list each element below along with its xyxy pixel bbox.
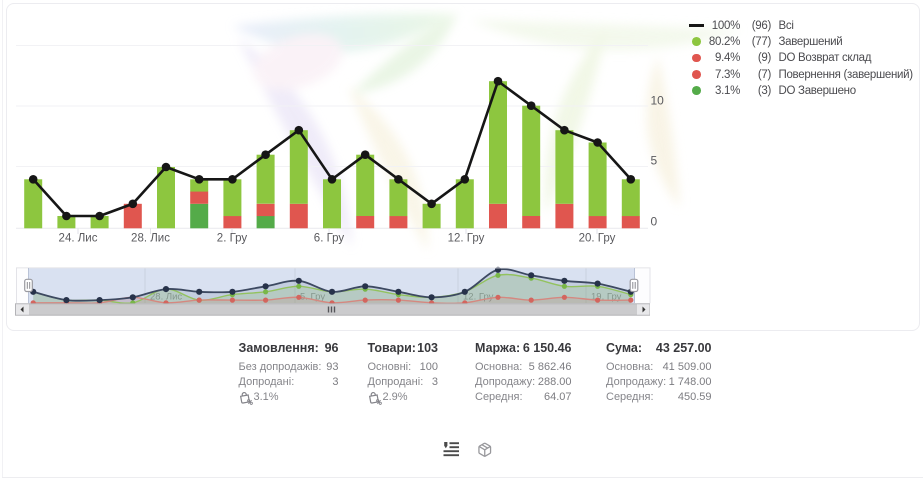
svg-text:24. Лис: 24. Лис: [59, 233, 98, 245]
svg-text:12. Гру: 12. Гру: [448, 233, 485, 245]
svg-text:12. Гру: 12. Гру: [463, 292, 494, 303]
svg-text:0: 0: [651, 215, 658, 229]
svg-text:5: 5: [651, 154, 658, 168]
svg-text:2. Гру: 2. Гру: [217, 233, 248, 245]
svg-text:10: 10: [651, 94, 665, 108]
svg-text:20. Гру: 20. Гру: [579, 233, 616, 245]
svg-text:5. Гру: 5. Гру: [300, 292, 325, 303]
svg-text:28. Лис: 28. Лис: [150, 292, 182, 303]
svg-text:6. Гру: 6. Гру: [314, 233, 345, 245]
svg-text:28. Лис: 28. Лис: [131, 233, 170, 245]
svg-text:19. Гру: 19. Гру: [591, 292, 622, 303]
